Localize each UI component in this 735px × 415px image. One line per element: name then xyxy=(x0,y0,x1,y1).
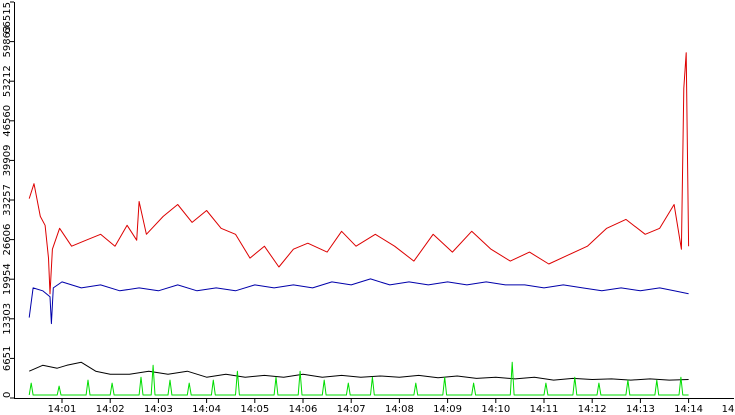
x-tick-label: 14:10 xyxy=(481,404,510,415)
y-tick-label: 53212 xyxy=(2,65,13,97)
y-tick-label: 59863 xyxy=(2,26,13,58)
x-tick-label: 14:02 xyxy=(96,404,125,415)
x-tick-label: 14:04 xyxy=(192,404,221,415)
series-line-2 xyxy=(28,361,689,381)
y-tick-label: 6651 xyxy=(2,346,13,371)
y-tick-label: 66515 xyxy=(2,2,13,34)
x-axis-ticks: 14:01 14:02 14:03 14:04 14:05 14:06 14:07 14:08… xyxy=(48,398,735,415)
y-axis-ticks: 0 6651 13303 19954 26606 33257 39909 46560 53212… xyxy=(2,1,14,399)
y-tick-label: 46560 xyxy=(2,105,13,137)
x-tick-label: 14:11 xyxy=(530,404,559,415)
x-tick-label: 14:14 xyxy=(674,404,703,415)
y-tick-label: 39909 xyxy=(2,144,13,176)
x-tick-label: 14:08 xyxy=(385,404,414,415)
y-tick-label: 13303 xyxy=(2,303,13,335)
plot-lines xyxy=(28,52,690,396)
x-tick-label: 14:06 xyxy=(289,404,318,415)
x-tick-label: 14:03 xyxy=(144,404,173,415)
y-tick-label: 33257 xyxy=(2,184,13,216)
y-tick-label: 19954 xyxy=(2,263,13,295)
x-tick-label: 14:09 xyxy=(433,404,462,415)
x-tick-label: 14:12 xyxy=(578,404,607,415)
series-line-0 xyxy=(28,52,690,295)
x-tick-label: 14:01 xyxy=(48,404,77,415)
series-line-3 xyxy=(28,361,689,396)
x-tick-label: 14:07 xyxy=(337,404,366,415)
series-line-1 xyxy=(28,278,689,325)
x-tick-label: 14:05 xyxy=(240,404,269,415)
x-tick-label: 14 xyxy=(722,404,735,415)
y-tick-label: 26606 xyxy=(2,224,13,256)
y-tick-label: 0 xyxy=(2,392,13,398)
x-tick-label: 14:13 xyxy=(626,404,655,415)
